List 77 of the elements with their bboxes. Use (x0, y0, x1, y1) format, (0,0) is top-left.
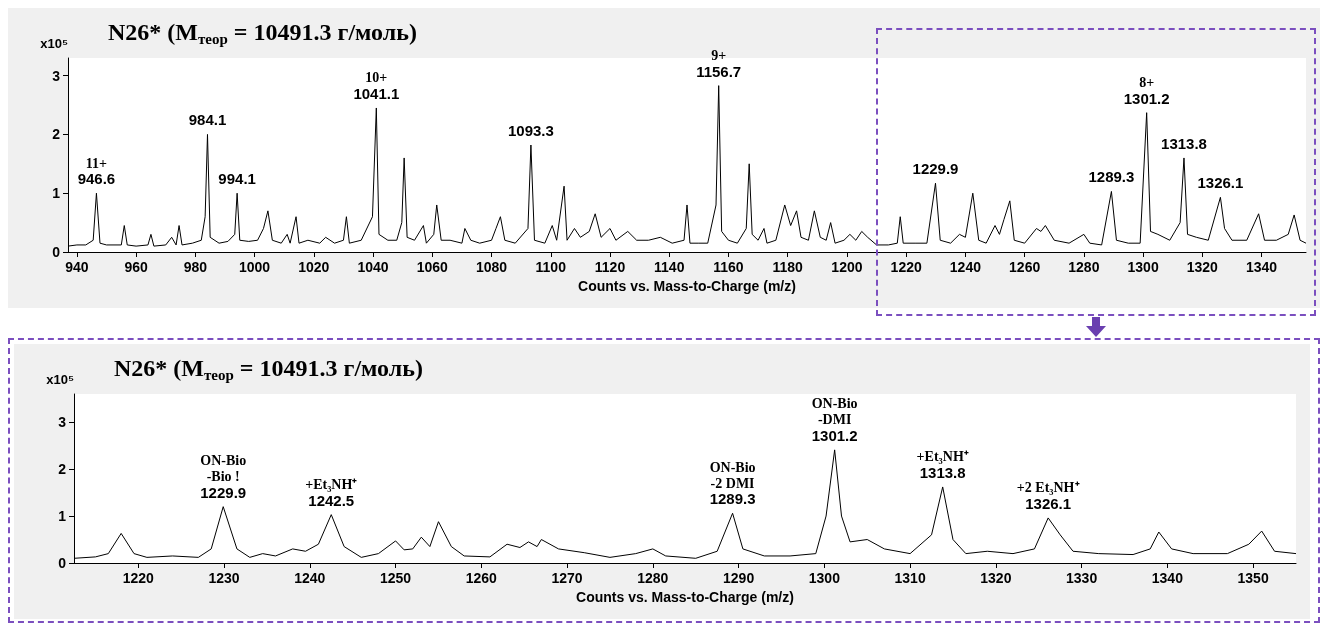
x-tick-label: 1020 (298, 259, 330, 275)
x-tick-label: 1230 (208, 570, 240, 586)
y-axis-title: x10⁵ (40, 36, 68, 51)
annotation: ON-Bio (709, 459, 756, 475)
annotation: 984.1 (188, 111, 227, 129)
annotation: 1313.8 (1161, 134, 1207, 152)
annotation: 1326.1 (1025, 494, 1072, 512)
x-tick-label: 1240 (949, 259, 982, 275)
x-tick-label: 1180 (772, 259, 804, 275)
x-tick-label: 1280 (637, 570, 669, 586)
x-tick-label: 1290 (723, 570, 755, 586)
annotation: 946.6 (77, 170, 116, 188)
y-tick-label: 3 (58, 414, 67, 431)
y-tick-label: 1 (52, 185, 61, 202)
x-tick-label: 940 (65, 259, 89, 275)
annotation: ON-Bio (811, 396, 858, 412)
x-tick-label: 1320 (1186, 259, 1219, 275)
y-axis-title: x10⁵ (46, 372, 74, 387)
annotation: 1242.5 (308, 491, 355, 509)
y-tick-label: 0 (58, 555, 67, 571)
annotation: 1301.2 (811, 426, 858, 444)
x-tick-label: 1340 (1246, 259, 1278, 275)
annotation: ON-Bio (200, 453, 247, 469)
annotation: 1289.3 (709, 490, 756, 508)
annotation: 1326.1 (1197, 174, 1244, 192)
annotation: -2 DMI (710, 475, 755, 491)
annotation: 1093.3 (507, 122, 554, 140)
annotation: 1041.1 (353, 84, 400, 102)
annotation: 1156.7 (696, 62, 742, 80)
x-tick-label: 1280 (1068, 259, 1100, 275)
annotation: +2 Et₃NH⁺ (1016, 480, 1080, 496)
y-tick-label: 0 (52, 244, 61, 260)
x-tick-label: 1120 (594, 259, 626, 275)
x-tick-label: 1100 (535, 259, 567, 275)
x-tick-label: 980 (183, 259, 208, 275)
annotation: -Bio ! (206, 469, 240, 485)
x-tick-label: 1260 (465, 570, 498, 586)
annotation: 8+ (1139, 75, 1155, 91)
x-axis-title: Counts vs. Mass-to-Charge (m/z) (578, 277, 796, 294)
x-tick-label: 1320 (980, 570, 1012, 586)
x-tick-label: 1200 (831, 259, 863, 275)
y-tick-label: 1 (58, 508, 67, 525)
annotation: 1289.3 (1088, 168, 1135, 186)
x-tick-label: 1250 (380, 570, 412, 586)
y-tick-label: 2 (52, 126, 61, 143)
x-tick-label: 1260 (1009, 259, 1041, 275)
y-tick-label: 3 (52, 67, 61, 84)
x-tick-label: 960 (124, 259, 149, 275)
x-tick-label: 1000 (239, 259, 271, 275)
annotation: +Et₃NH⁺ (916, 449, 969, 465)
x-tick-label: 1080 (475, 259, 508, 275)
x-tick-label: 1310 (894, 570, 926, 586)
x-axis-title: Counts vs. Mass-to-Charge (m/z) (576, 588, 794, 605)
x-tick-label: 1040 (357, 259, 389, 275)
x-tick-label: 1340 (1151, 570, 1184, 586)
x-tick-label: 1160 (713, 259, 744, 275)
x-tick-label: 1270 (551, 570, 583, 586)
annotation: 10+ (365, 70, 388, 86)
x-tick-label: 1220 (890, 259, 922, 275)
x-tick-label: 1350 (1237, 570, 1269, 586)
x-tick-label: 1140 (654, 259, 685, 275)
annotation: +Et₃NH⁺ (305, 477, 358, 493)
annotation: -DMI (817, 412, 852, 428)
annotation: 1301.2 (1123, 89, 1170, 107)
x-tick-label: 1240 (294, 570, 326, 586)
annotation: 994.1 (218, 170, 256, 188)
y-tick-label: 2 (58, 461, 67, 478)
x-tick-label: 1060 (416, 259, 449, 275)
annotation: 1229.9 (200, 483, 247, 501)
x-tick-label: 1330 (1066, 570, 1098, 586)
x-tick-label: 1220 (122, 570, 155, 586)
annotation: 9+ (711, 48, 727, 64)
x-tick-label: 1300 (808, 570, 841, 586)
annotation: 1229.9 (912, 160, 959, 178)
annotation: 1313.8 (919, 463, 966, 481)
x-tick-label: 1300 (1127, 259, 1159, 275)
annotation: 11+ (85, 155, 108, 171)
